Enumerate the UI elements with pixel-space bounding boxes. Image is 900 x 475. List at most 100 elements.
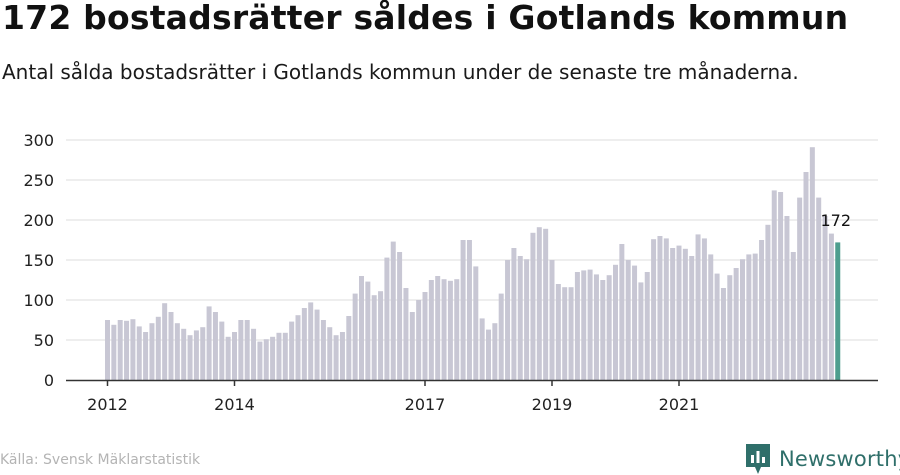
bar — [689, 256, 695, 380]
bar — [295, 315, 301, 380]
bar — [282, 332, 288, 380]
x-tick-label: 2017 — [405, 395, 446, 414]
bar — [746, 254, 752, 380]
newsworthy-logo-icon — [746, 444, 770, 474]
bar — [168, 312, 174, 380]
bar — [155, 316, 161, 380]
bar — [790, 252, 796, 380]
source-label: Källa: Svensk Mäklarstatistik — [0, 452, 201, 468]
bar — [378, 291, 384, 380]
bar — [562, 287, 568, 380]
bar — [759, 240, 765, 380]
bar — [511, 248, 517, 380]
bars — [105, 147, 841, 380]
bar — [517, 256, 523, 380]
value-annotation: 172 — [820, 211, 851, 230]
bar — [327, 327, 333, 380]
bar — [466, 240, 472, 380]
x-tick-label: 2012 — [87, 395, 128, 414]
bar — [727, 275, 733, 380]
bar — [797, 197, 803, 380]
bar — [365, 281, 371, 380]
bar — [613, 264, 618, 380]
bar — [333, 335, 339, 380]
bar — [816, 197, 822, 380]
y-tick-label: 100 — [23, 291, 54, 310]
bar — [644, 272, 650, 380]
x-tick-label: 2014 — [214, 395, 255, 414]
bar — [752, 253, 758, 380]
bar — [714, 273, 720, 380]
bar — [105, 320, 110, 380]
bar — [524, 259, 530, 380]
bar — [200, 327, 206, 380]
x-tick-label: 2021 — [659, 395, 700, 414]
bar — [486, 329, 491, 380]
chart-subtitle: Antal sålda bostadsrätter i Gotlands kom… — [2, 60, 799, 84]
bar — [206, 306, 212, 380]
bar — [454, 279, 460, 380]
bar — [130, 319, 136, 380]
bar — [149, 323, 155, 380]
bar — [390, 241, 396, 380]
bar — [143, 332, 149, 380]
y-tick-label: 150 — [23, 251, 54, 270]
bar — [460, 240, 466, 380]
bar — [670, 248, 676, 380]
bar — [663, 238, 669, 380]
bar — [289, 321, 295, 380]
x-axis — [66, 379, 878, 386]
bar — [409, 312, 415, 380]
bar — [809, 147, 815, 380]
bar — [219, 321, 225, 380]
bar-highlight — [835, 242, 841, 380]
bar — [314, 309, 320, 380]
bar — [359, 276, 364, 380]
bar — [701, 238, 707, 380]
bar — [270, 336, 276, 380]
bar — [543, 228, 549, 380]
y-tick-label: 50 — [34, 331, 54, 350]
bar — [492, 323, 498, 380]
bar — [530, 232, 536, 380]
bar — [600, 280, 606, 380]
bar — [244, 320, 250, 380]
bar — [536, 227, 542, 380]
bar — [619, 244, 625, 380]
bar — [174, 323, 180, 380]
bar — [384, 257, 390, 380]
brand-name: Newsworthy — [779, 447, 900, 471]
bar — [257, 341, 263, 380]
x-axis-labels: 2012 2014 2017 2019 2021 — [87, 395, 699, 414]
bar — [625, 260, 631, 380]
bar — [555, 284, 561, 380]
bar — [225, 336, 231, 380]
chart-title: 172 bostadsrätter såldes i Gotlands komm… — [2, 0, 849, 37]
y-tick-label: 250 — [23, 171, 54, 190]
bar — [720, 288, 726, 380]
bar — [574, 272, 580, 380]
bar — [771, 190, 777, 380]
bar — [740, 259, 745, 380]
brand-logo[interactable]: Newsworthy — [745, 443, 900, 475]
bar — [606, 275, 612, 380]
bar — [549, 260, 555, 380]
x-tick-label: 2019 — [532, 395, 573, 414]
bar — [778, 192, 784, 380]
bar — [638, 282, 644, 380]
bar — [581, 270, 587, 380]
bar — [784, 216, 790, 380]
bar — [111, 324, 117, 380]
bar — [822, 216, 828, 380]
bar — [397, 252, 403, 380]
bar — [181, 328, 187, 380]
bar — [339, 332, 345, 380]
bar — [352, 293, 358, 380]
bar — [441, 279, 447, 380]
bar — [301, 308, 307, 380]
bar — [193, 330, 199, 380]
bar — [695, 234, 701, 380]
bar — [251, 328, 257, 380]
bar — [117, 320, 123, 380]
